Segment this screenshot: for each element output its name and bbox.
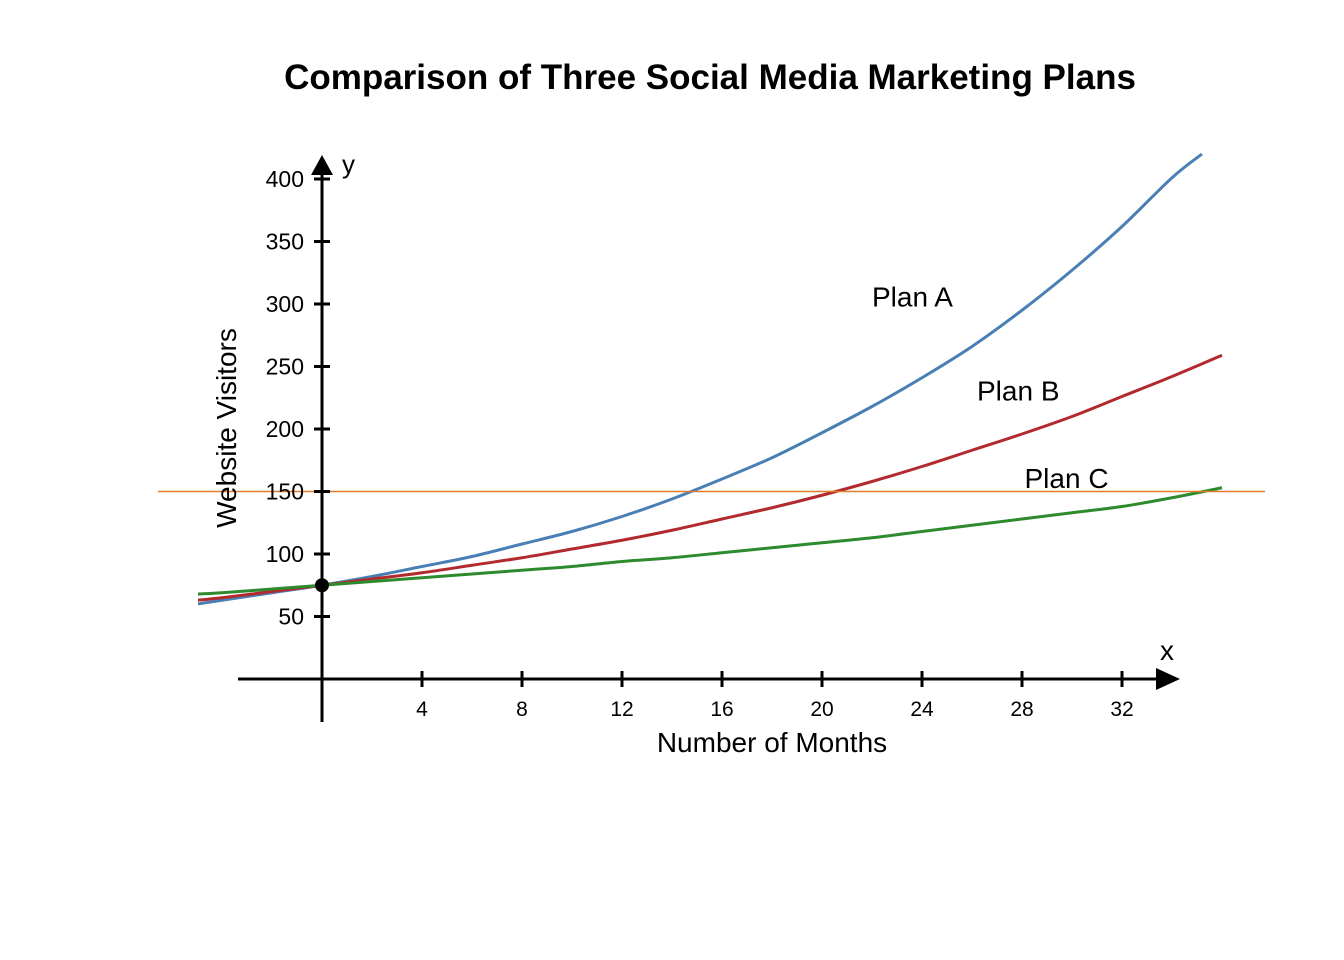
x-tick-label-16: 16 (710, 698, 733, 721)
x-axis-title: Number of Months (657, 727, 887, 758)
y-tick-label-250: 250 (266, 354, 304, 380)
x-tick-label-20: 20 (810, 698, 833, 721)
y-axis-title: Website Visitors (211, 328, 242, 528)
y-tick-label-300: 300 (266, 291, 304, 317)
y-tick-label-50: 50 (278, 604, 304, 630)
series-label-plan-b: Plan B (977, 375, 1060, 406)
y-tick-label-200: 200 (266, 416, 304, 442)
x-tick-label-12: 12 (610, 698, 633, 721)
x-axis-arrow (1156, 668, 1180, 690)
series-line-plan-c (198, 486, 1223, 596)
axis-layer: 4 8 12 16 20 24 28 32 50 100 150 200 250 300 350 400 x y N… (211, 149, 1180, 758)
series-layer (198, 152, 1223, 606)
chart-title: Comparison of Three Social Media Marketi… (284, 58, 1136, 97)
y-tick-label-100: 100 (266, 541, 304, 567)
x-axis-letter: x (1160, 635, 1174, 666)
y-axis-letter: y (342, 149, 355, 179)
series-label-plan-c: Plan C (1025, 463, 1109, 494)
x-tick-label-28: 28 (1010, 698, 1033, 721)
label-layer: Plan A Plan B Plan C (872, 282, 1109, 494)
x-tick-label-4: 4 (416, 698, 428, 721)
intercept-point (315, 578, 329, 593)
x-tick-label-32: 32 (1110, 698, 1133, 721)
x-tick-label-24: 24 (910, 698, 934, 721)
y-axis-arrow (311, 155, 333, 175)
y-tick-label-150: 150 (266, 479, 304, 505)
y-tick-label-350: 350 (266, 229, 304, 255)
x-tick-label-8: 8 (516, 698, 528, 721)
series-plan-c (198, 486, 1223, 596)
y-tick-label-400: 400 (266, 166, 304, 192)
series-label-plan-a: Plan A (872, 282, 953, 313)
